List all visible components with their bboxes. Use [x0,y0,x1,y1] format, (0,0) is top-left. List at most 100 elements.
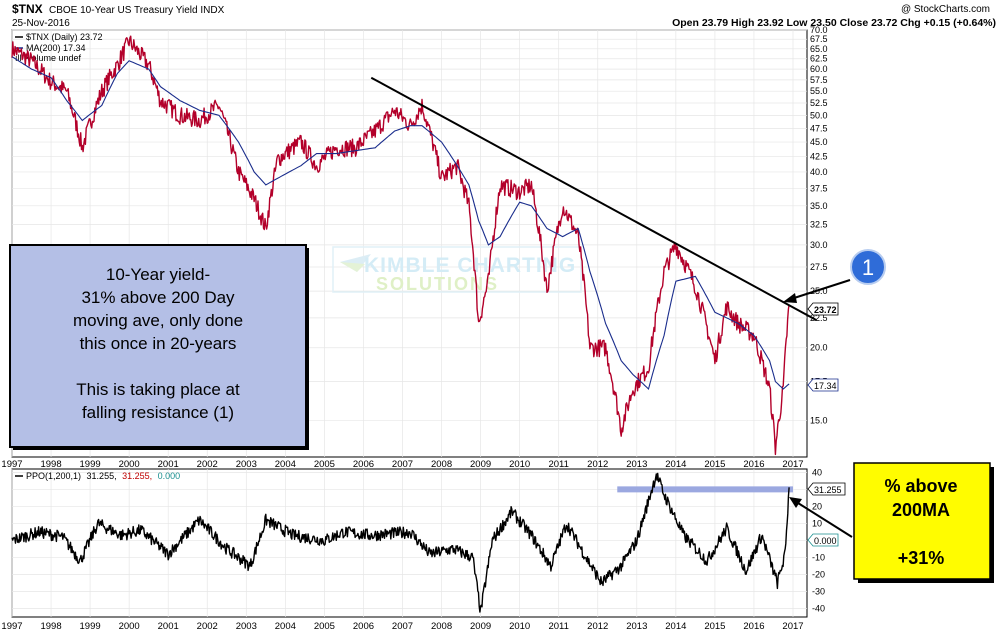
resistance-marker: 1 [850,249,886,285]
price-x-tick-label: 2010 [509,459,530,470]
annotation-line: this once in 20-years [80,334,237,353]
ticker-symbol: $TNX [12,2,43,16]
ppo-x-tick-label: 2009 [470,621,491,632]
price-y-axis: 70.067.565.062.560.057.555.0 52.5 50.0 47.5… [810,25,828,426]
annotation-line: moving ave, only done [73,311,243,330]
ppo-x-tick-label: 2006 [353,621,374,632]
ppo-x-tick-label: 2001 [158,621,179,632]
logo-arrow-icon [340,254,371,272]
ppo-x-axis: 1997 1998 1999 2000 2001 2002 2003 2004 2005 2006… [1,621,803,632]
yellow-box-line: 200MA [892,500,950,520]
price-y-tick-label: 70.0 [810,25,828,35]
legend-volume: Volume undef [26,53,82,63]
ppo-x-tick-label: 2007 [392,621,413,632]
price-y-tick-label: 60.0 [810,64,828,74]
price-y-tick-label: 65.0 [810,44,828,54]
price-x-tick-label: 2003 [236,459,257,470]
kimble-logo: KIMBLE CHARTING SOLUTIONS [332,246,582,294]
price-y-tick-label: 55.0 [810,86,828,96]
chart-title: CBOE 10-Year US Treasury Yield INDX [49,5,225,16]
ppo-value-badge: 31.255 [807,482,846,496]
ppo-x-tick-label: 2012 [587,621,608,632]
price-x-tick-label: 2009 [470,459,491,470]
ppo-x-tick-label: 2003 [236,621,257,632]
yellow-arrow [789,497,853,538]
price-x-tick-label: 2002 [197,459,218,470]
logo-line1: KIMBLE CHARTING [364,254,576,277]
ppo-y-tick-label: 20 [812,501,822,511]
price-y-tick-label: 30.0 [810,240,828,250]
price-value-badge: 23.72 [807,302,839,316]
ppo-x-tick-label: 2010 [509,621,530,632]
ppo-x-tick-label: 2013 [626,621,647,632]
ppo-panel [11,468,808,618]
ppo-x-tick-label: 2011 [548,621,568,632]
price-x-tick-label: 2016 [743,459,764,470]
chart-date: 25-Nov-2016 [12,18,70,29]
price-x-tick-label: 2004 [275,459,296,470]
price-x-tick-label: 1997 [1,459,22,470]
price-y-tick-label: 25.0 [810,286,828,296]
ppo-y-tick-label: -20 [812,569,825,579]
price-y-tick-label: 27.5 [810,262,828,272]
price-x-tick-label: 2013 [626,459,647,470]
ppo-x-tick-label: 2015 [704,621,725,632]
price-y-tick-label: 32.5 [810,220,828,230]
ohlc-readout: Open 23.79 High 23.92 Low 23.50 Close 23… [672,17,996,29]
price-y-tick-label: 15.0 [810,416,828,426]
logo-line2: SOLUTIONS [376,274,499,294]
price-legend: $TNX (Daily) 23.72 MA(200) 17.34 ıll Vol… [15,32,103,63]
annotation-box: 10-Year yield- 31% above 200 Day moving av… [9,244,309,450]
price-x-tick-label: 2011 [548,459,568,470]
ppo-legend-v1: 31.255, [87,471,117,481]
price-x-tick-label: 2000 [119,459,140,470]
ppo-legend: PPO(1,200,1) 31.255, 31.255, 0.000 [15,471,180,481]
price-y-tick-label: 52.5 [810,98,828,108]
ppo-x-tick-label: 2004 [275,621,296,632]
ma-series-line [11,56,790,391]
ppo-x-tick-label: 2016 [743,621,764,632]
svg-text:PPO(1,200,1) 31.255,: PPO(1,200,1) 31.255, 31.255, 0.000 [26,471,180,481]
ppo-x-tick-label: 2002 [197,621,218,632]
price-y-tick-label: 35.0 [810,201,828,211]
ma-badge-text: 17.34 [814,381,837,391]
ppo-y-tick-label: -30 [812,586,825,596]
price-x-tick-label: 2006 [353,459,374,470]
ppo-legend-v2: 31.255, [122,471,152,481]
yellow-annotation-box: % above 200MA +31% [853,462,994,583]
price-x-axis: 1997 1998 1999 2000 2001 2002 2003 2004 2005 2006… [1,459,803,470]
copyright: @ StockCharts.com [901,4,990,15]
marker-arrow [783,279,851,303]
ppo-x-tick-label: 1999 [80,621,101,632]
price-y-tick-label: 50.0 [810,110,828,120]
ppo-legend-name: PPO(1,200,1) [26,471,81,481]
price-x-tick-label: 1998 [40,459,61,470]
ppo-legend-v3: 0.000 [158,471,181,481]
price-y-tick-label: 20.0 [810,343,828,353]
ppo-series-line [11,472,790,613]
price-series-line [11,35,790,456]
ppo-y-tick-label: 40 [812,467,822,477]
ppo-x-tick-label: 2008 [431,621,452,632]
ppo-badge-text: 31.255 [814,485,842,495]
annotation-line: 10-Year yield- [106,265,210,284]
price-y-tick-label: 22.5 [810,313,828,323]
marker-label: 1 [862,255,874,280]
price-y-tick-label: 42.5 [810,152,828,162]
legend-ma: MA(200) 17.34 [26,43,86,53]
price-y-tick-label: 37.5 [810,183,828,193]
price-x-tick-label: 2007 [392,459,413,470]
legend-volume-icon: ıll [15,53,22,63]
ppo-x-tick-label: 2000 [119,621,140,632]
yellow-box-line: +31% [898,548,945,568]
price-x-tick-label: 1999 [80,459,101,470]
ppo-x-tick-label: 1998 [40,621,61,632]
ppo-y-tick-label: -10 [812,552,825,562]
price-x-tick-label: 2014 [665,459,686,470]
ppo-y-tick-label: -40 [812,603,825,613]
price-x-tick-label: 2005 [314,459,335,470]
annotation-line: This is taking place at [76,380,240,399]
annotation-line: falling resistance (1) [82,403,234,422]
annotation-line: 31% above 200 Day [81,288,235,307]
